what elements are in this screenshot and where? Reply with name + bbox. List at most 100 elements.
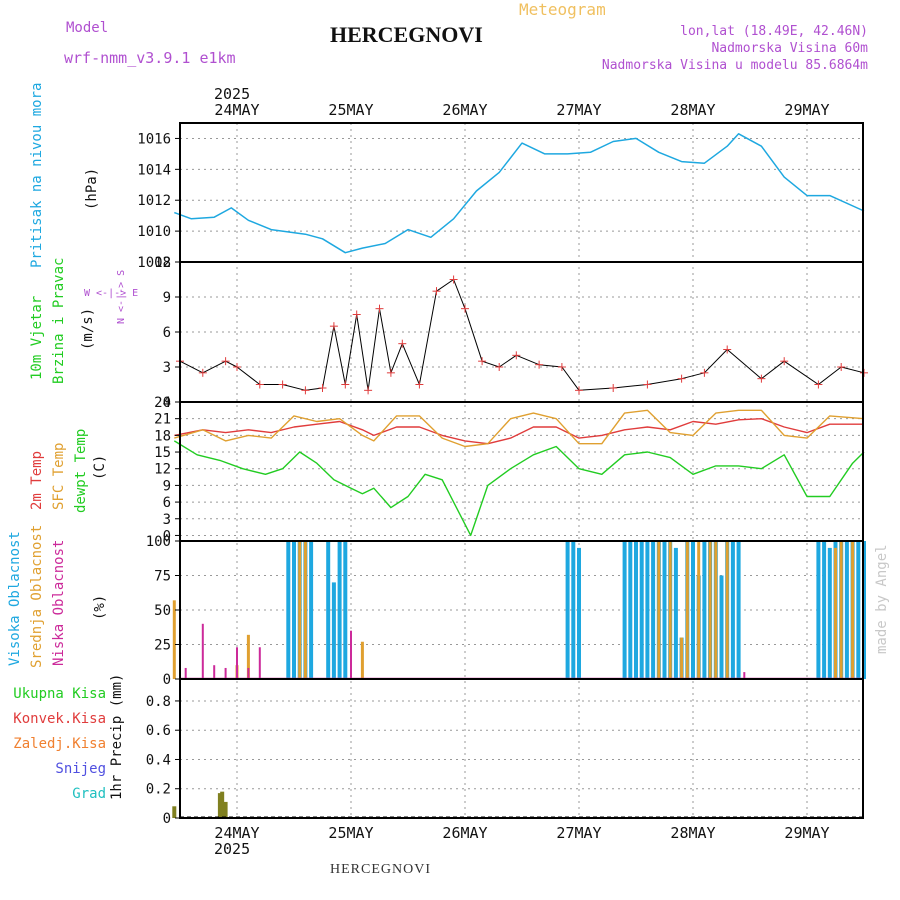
pressure-line (174, 133, 865, 254)
lonlat-label: lon,lat (18.49E, 42.46N) (680, 24, 868, 39)
precip-bar (217, 793, 222, 818)
meteogram-label: Meteogram (519, 0, 606, 19)
high-cloud-bar (565, 541, 570, 679)
high-cloud-bar (822, 541, 827, 679)
y-tick-label: 21 (154, 412, 171, 428)
day-label-bottom: 26MAY (442, 824, 487, 842)
high-cloud-bar (326, 541, 331, 679)
low-cloud-bar (213, 665, 216, 679)
low-cloud-bar (224, 667, 227, 679)
wind-speed-line (179, 279, 865, 391)
year-label-top: 2025 (214, 85, 251, 103)
model-altitude-label: Nadmorska Visina u modelu 85.6864m (601, 58, 868, 73)
mid-cloud-bar (685, 541, 689, 679)
high-cloud-bar (343, 541, 348, 679)
day-label-bottom: 29MAY (784, 824, 829, 842)
mid-cloud-bar (839, 541, 843, 679)
high-cloud-bar (816, 541, 821, 679)
day-label-top: 27MAY (556, 101, 601, 119)
mid-cloud-bar (680, 637, 684, 679)
data-layer (172, 133, 868, 818)
day-label-top: 24MAY (214, 101, 259, 119)
altitude-label: Nadmorska Visina 60m (711, 41, 868, 56)
high-cloud-bar (645, 541, 650, 679)
mid-cloud-bar (172, 600, 176, 679)
high-cloud-bar (856, 541, 861, 679)
y-tick-label: 0 (163, 811, 171, 827)
y-tick-label: 12 (154, 462, 171, 478)
precip-bar (172, 806, 177, 818)
day-label-top: 28MAY (670, 101, 715, 119)
high-cloud-bar (662, 541, 667, 679)
model-label: Model (66, 20, 109, 36)
mid-cloud-bar (360, 641, 364, 679)
wind-compass-ew: W <-|-> E (84, 288, 139, 299)
day-label-bottom: 28MAY (670, 824, 715, 842)
mid-cloud-bar (303, 541, 307, 679)
y-tick-label: 0 (163, 395, 171, 411)
mid-cloud-bar (657, 541, 661, 679)
station-title: HERCEGNOVI (330, 22, 483, 47)
high-cloud-bar (844, 541, 849, 679)
high-cloud-bar (337, 541, 342, 679)
y-tick-label: 3 (163, 360, 171, 376)
high-cloud-bar (634, 541, 638, 679)
y-tick-label: 6 (163, 325, 171, 341)
mid-cloud-bar (714, 541, 718, 679)
mid-cloud-bar (725, 541, 729, 679)
precip-legend-snow: Snijeg (55, 761, 106, 777)
y-tick-label: 18 (154, 428, 171, 444)
y-tick-label: 0.8 (146, 694, 171, 710)
mid-cloud-bar (834, 547, 837, 679)
grid-layer (180, 123, 863, 819)
y-tick-label: 1012 (137, 193, 171, 209)
high-cloud-bar (827, 547, 832, 679)
y-tick-label: 0.6 (146, 723, 171, 739)
precip-bar (220, 791, 225, 818)
y-tick-label: 1008 (137, 255, 171, 271)
y-tick-label: 0.2 (146, 782, 171, 798)
year-label-bottom: 2025 (214, 840, 251, 858)
high-cloud-bar (628, 541, 633, 679)
day-label-bottom: 27MAY (556, 824, 601, 842)
high-cloud-bar (309, 541, 314, 679)
sfc-temp-line (174, 409, 865, 448)
day-label-top: 26MAY (442, 101, 487, 119)
mid-cloud-bar (298, 541, 302, 679)
y-tick-label: 1014 (137, 162, 171, 178)
y-tick-label: 9 (163, 478, 171, 494)
dewpoint-line (173, 440, 865, 537)
temp-2m-line (174, 418, 864, 445)
high-cloud-bar (331, 582, 336, 679)
high-cloud-bar (730, 541, 735, 679)
low-cloud-bar (743, 672, 746, 679)
high-cloud-bar (622, 541, 627, 679)
high-cloud-bar (292, 541, 296, 679)
panel-frame (179, 401, 864, 542)
precip-bar (223, 801, 228, 818)
high-cloud-bar (571, 541, 576, 679)
low-cloud-bar (184, 667, 187, 679)
low-cloud-bar (247, 667, 250, 679)
day-label-bottom: 24MAY (214, 824, 259, 842)
day-label-top: 29MAY (784, 101, 829, 119)
low-cloud-bar (350, 630, 352, 679)
tick-layer: 24MAY 24MAY 25MAY 25MAY 26MAY 26MAY 27MAY 27MAY… (137, 101, 829, 842)
y-tick-label: 24 (154, 395, 171, 411)
high-cloud-bar (691, 541, 695, 679)
low-cloud-bar (236, 647, 238, 679)
y-tick-label: 15 (154, 445, 171, 461)
precip-legend-total: Ukupna Kisa (13, 686, 106, 702)
high-cloud-bar (639, 541, 644, 679)
y-tick-label: 12 (154, 255, 171, 271)
low-cloud-bar (201, 623, 204, 679)
precip-legend-convective: Konvek.Kisa (13, 711, 106, 727)
high-cloud-bar (651, 541, 656, 679)
y-tick-label: 9 (163, 290, 171, 306)
y-tick-label: 1010 (137, 224, 171, 240)
low-cloud-bar (258, 647, 261, 679)
high-cloud-bar (577, 547, 581, 679)
y-tick-label: 0.4 (146, 752, 171, 768)
footer-station: HERCEGNOVI (330, 862, 431, 877)
